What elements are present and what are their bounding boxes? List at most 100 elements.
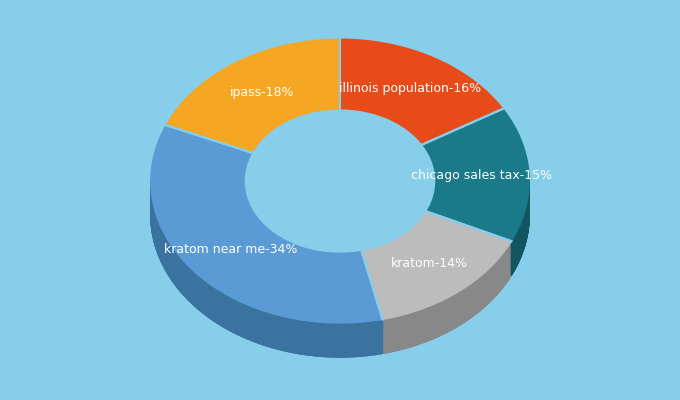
Polygon shape [449,296,450,331]
Polygon shape [465,287,466,322]
Polygon shape [214,287,217,323]
Polygon shape [370,321,374,355]
Polygon shape [202,278,205,314]
Polygon shape [303,320,307,355]
Polygon shape [510,242,511,278]
Polygon shape [498,257,500,292]
Polygon shape [505,249,506,284]
Polygon shape [328,323,333,357]
Polygon shape [177,253,179,290]
Polygon shape [160,224,161,261]
Polygon shape [479,277,480,312]
Polygon shape [489,268,490,303]
Polygon shape [426,216,529,275]
Polygon shape [431,305,432,340]
Text: illinois population-16%: illinois population-16% [339,82,481,95]
Polygon shape [506,248,507,283]
Polygon shape [173,247,175,284]
Polygon shape [259,309,263,345]
Polygon shape [474,280,475,316]
Polygon shape [435,303,437,338]
Polygon shape [384,319,386,353]
Polygon shape [422,308,423,343]
Polygon shape [500,255,502,290]
Polygon shape [181,258,184,295]
Polygon shape [163,230,164,267]
Polygon shape [151,125,383,323]
Polygon shape [386,318,388,353]
Polygon shape [391,317,392,352]
Polygon shape [186,263,188,300]
Polygon shape [471,282,473,317]
Polygon shape [165,236,167,273]
Polygon shape [494,262,495,298]
Polygon shape [399,316,401,350]
Polygon shape [467,285,469,320]
Polygon shape [167,239,169,276]
Polygon shape [497,259,498,294]
Polygon shape [354,322,358,357]
Polygon shape [166,39,340,153]
Polygon shape [151,216,383,357]
Polygon shape [244,304,248,339]
Polygon shape [207,282,211,319]
Polygon shape [461,289,462,324]
Polygon shape [417,310,419,345]
Polygon shape [320,322,324,356]
Polygon shape [482,274,483,309]
Polygon shape [237,300,241,336]
Polygon shape [450,296,452,330]
Polygon shape [366,321,370,356]
Polygon shape [184,261,186,297]
Polygon shape [271,313,275,348]
Polygon shape [514,235,515,270]
Polygon shape [256,308,259,344]
Polygon shape [486,270,488,305]
Polygon shape [361,245,511,353]
Polygon shape [361,211,511,319]
Polygon shape [473,281,474,316]
Polygon shape [469,284,470,319]
Polygon shape [220,291,224,327]
Polygon shape [341,323,345,357]
Polygon shape [419,310,420,344]
Polygon shape [291,318,295,353]
Polygon shape [502,254,503,289]
Polygon shape [311,321,316,356]
Polygon shape [475,280,476,314]
Polygon shape [495,262,496,296]
Polygon shape [267,312,271,347]
Polygon shape [153,202,154,240]
Polygon shape [392,317,394,352]
Polygon shape [169,242,171,278]
Polygon shape [411,312,412,347]
Polygon shape [420,309,422,344]
Polygon shape [378,319,383,354]
Polygon shape [171,244,173,281]
Polygon shape [337,323,341,357]
Polygon shape [507,246,509,281]
Polygon shape [460,290,461,325]
Polygon shape [454,293,456,328]
Polygon shape [412,312,414,346]
Polygon shape [470,283,471,318]
Polygon shape [161,227,163,264]
Polygon shape [504,250,505,286]
Polygon shape [194,271,197,307]
Polygon shape [227,295,231,331]
Polygon shape [422,109,529,241]
Polygon shape [509,244,510,279]
Polygon shape [426,307,428,341]
Polygon shape [345,323,350,357]
Polygon shape [443,300,444,334]
Polygon shape [425,307,426,342]
Polygon shape [155,212,156,249]
Polygon shape [466,286,467,321]
Polygon shape [403,314,404,349]
Text: chicago sales tax-15%: chicago sales tax-15% [411,170,552,182]
Polygon shape [490,267,491,302]
Polygon shape [462,288,464,323]
Polygon shape [362,322,366,356]
Polygon shape [188,266,191,302]
Polygon shape [401,315,403,350]
